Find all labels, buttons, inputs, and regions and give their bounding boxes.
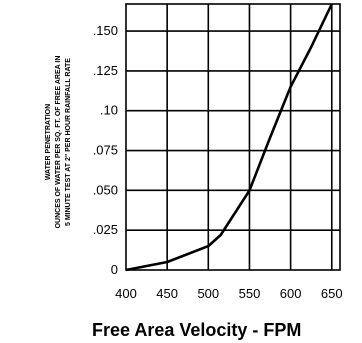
y-tick-label: .050 <box>93 182 118 197</box>
y-tick-label: .025 <box>93 222 118 237</box>
y-axis-label-line-3: 5 MINUTE TEST AT 2" PER HOUR RAINFALL RA… <box>65 58 72 226</box>
x-axis-label: Free Area Velocity - FPM <box>92 320 301 340</box>
y-axis-label: WATER PENETRATION OUNCES OF WATER PER SQ… <box>45 56 72 229</box>
y-tick-label: .075 <box>93 143 118 158</box>
y-tick-label: .10 <box>100 103 118 118</box>
grid <box>125 3 341 271</box>
series-line <box>125 3 333 272</box>
y-ticks: 0 .025 .050 .075 .10 .125 .150 <box>93 23 118 277</box>
x-tick-label: 550 <box>239 286 261 301</box>
y-axis-label-line-2: OUNCES OF WATER PER SQ. FT. OF FREE AREA… <box>55 56 62 229</box>
y-tick-label: .150 <box>93 23 118 38</box>
x-ticks: 400 450 500 550 600 650 <box>115 286 342 301</box>
y-tick-label: 0 <box>111 262 118 277</box>
x-tick-label: 650 <box>321 286 343 301</box>
x-tick-label: 500 <box>197 286 219 301</box>
x-tick-label: 600 <box>280 286 302 301</box>
plot-frame <box>125 3 341 271</box>
y-axis-label-line-1: WATER PENETRATION <box>45 104 52 180</box>
x-tick-label: 400 <box>115 286 137 301</box>
x-tick-label: 450 <box>156 286 178 301</box>
y-tick-label: .125 <box>93 63 118 78</box>
